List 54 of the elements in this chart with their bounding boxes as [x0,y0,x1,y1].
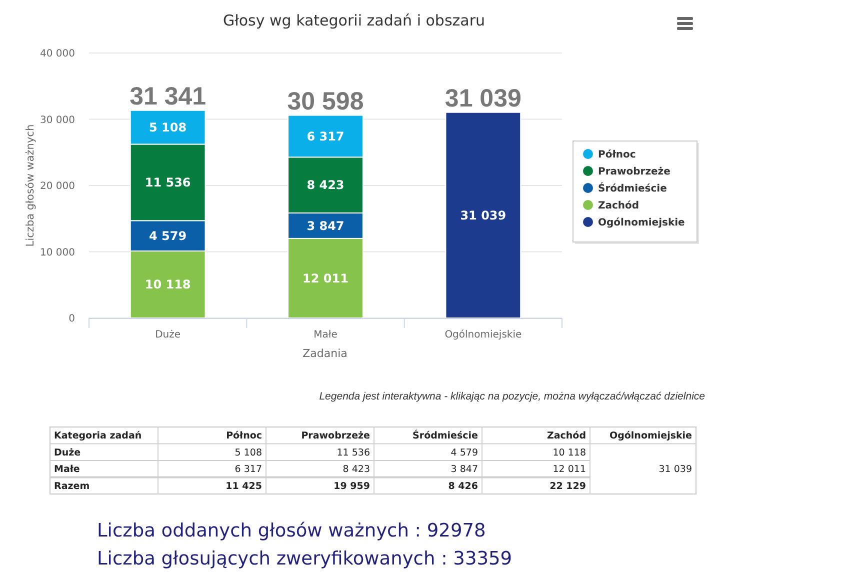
data-label: 22 129 [550,480,586,492]
data-label: 6 317 [234,464,262,476]
x-axis-title: Zadania [302,346,348,360]
data-label: 11 425 [226,480,262,492]
data-label: 12 011 [302,271,348,286]
text: Śródmieście [412,430,478,442]
text: Prawobrzeże [301,430,370,442]
y-tick-label: 20 000 [40,181,75,192]
series-label: Północ [226,430,262,442]
category-label: Duże [54,447,81,458]
data-label: 8 426 [448,480,478,492]
data-label: 8 423 [306,178,344,192]
data-label: 6 317 [306,129,344,144]
x-tick-label: Ogólnomiejskie [444,330,522,340]
text: Kategoria zadań [54,430,142,442]
y-tick-label: 30 000 [40,114,75,126]
data-label: 12 011 [552,464,586,476]
total-label: 31 039 [444,84,522,112]
chart-title: Głosy wg kategorii zadań i obszaru [222,11,486,30]
x-tick-label: Małe [314,330,338,340]
data-label: 5 108 [234,447,262,458]
legend-label: Ogólnomiejskie [598,218,686,228]
text: Legenda jest interaktywna - klikając na pozycje, można wyłączać/włączać dzielnice [319,390,706,403]
y-tick-label: 10 000 [40,247,75,258]
category-label: Małe [54,464,80,476]
data-label: 8 423 [342,464,370,476]
data-label: 5 108 [149,120,187,134]
data-label: 19 959 [334,480,370,492]
data-label: 11 536 [144,176,191,190]
legend-label: Północ [598,150,636,160]
category-label: Razem [54,480,90,492]
y-tick-label: 0 [68,314,75,324]
text: Zachód [546,430,586,442]
data-label: 3 847 [450,464,478,476]
data-label: 31 039 [460,208,506,222]
data-label: 10 118 [144,278,191,292]
data-label: 11 536 [336,447,370,458]
y-axis-title: Liczba głosów ważnych [24,124,37,247]
data-label: 10 118 [552,447,586,458]
y-tick-label: 40 000 [40,48,75,60]
text: Ogólnomiejskie [610,430,692,442]
data-label: 4 579 [149,229,187,243]
x-tick-label: Duże [155,330,181,340]
legend-label: Śródmieście [598,182,668,194]
data-label: 4 579 [450,447,478,458]
legend-label: Zachód [598,200,640,212]
data-label: 31 039 [658,464,692,476]
legend-label: Prawobrzeże [598,166,671,178]
data-label: 3 847 [306,218,344,233]
text: Liczba oddanych głosów ważnych : 92978 [97,520,486,542]
bar [445,112,522,318]
text: Liczba głosujących zweryfikowanych : 33359 [97,548,512,570]
total-label: 31 341 [130,82,206,110]
total-label: 30 598 [287,87,364,116]
